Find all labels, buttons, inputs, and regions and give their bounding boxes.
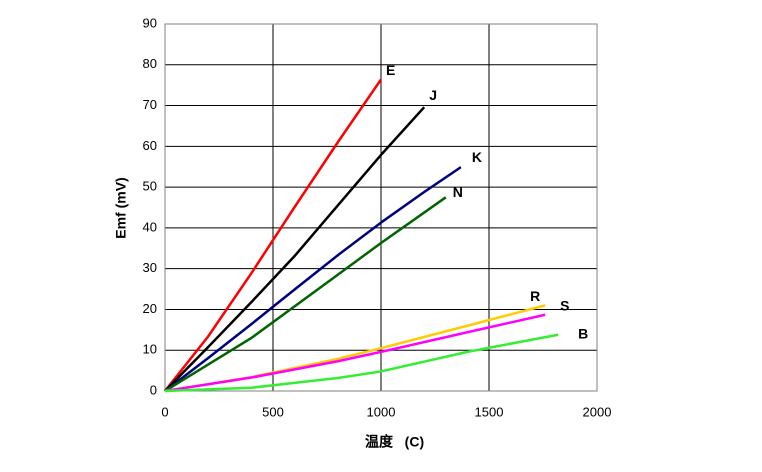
x-tick-label: 1500 — [475, 404, 504, 419]
y-tick-label: 20 — [143, 301, 157, 316]
y-tick-label: 10 — [143, 342, 157, 357]
y-tick-label: 30 — [143, 260, 157, 275]
series-line — [164, 166, 462, 392]
series-line — [164, 333, 559, 393]
x-tick-label: 1000 — [367, 404, 396, 419]
series-line — [164, 106, 426, 392]
series-label: S — [560, 297, 569, 313]
y-tick-label: 90 — [143, 15, 157, 30]
x-axis-label: 温度 (C) — [365, 434, 424, 450]
series-line — [164, 78, 383, 392]
y-tick-label: 0 — [150, 382, 157, 397]
series-label: K — [472, 149, 482, 165]
y-tick-label: 70 — [143, 97, 157, 112]
plot-border — [164, 23, 598, 392]
x-tick-label: 0 — [161, 404, 168, 419]
x-tick-label: 500 — [262, 404, 284, 419]
series-line — [164, 313, 546, 393]
series-label: R — [530, 288, 540, 304]
y-tick-label: 60 — [143, 138, 157, 153]
y-tick-label: 50 — [143, 179, 157, 194]
series-label: E — [386, 62, 395, 78]
series-label: B — [578, 325, 588, 341]
x-tick-label: 2000 — [583, 404, 612, 419]
y-axis-label: Emf (mV) — [113, 177, 129, 238]
series-label: N — [453, 184, 463, 200]
y-tick-label: 80 — [143, 56, 157, 71]
series-label: J — [429, 87, 437, 103]
y-tick-label: 40 — [143, 219, 157, 234]
series-line — [164, 196, 447, 393]
